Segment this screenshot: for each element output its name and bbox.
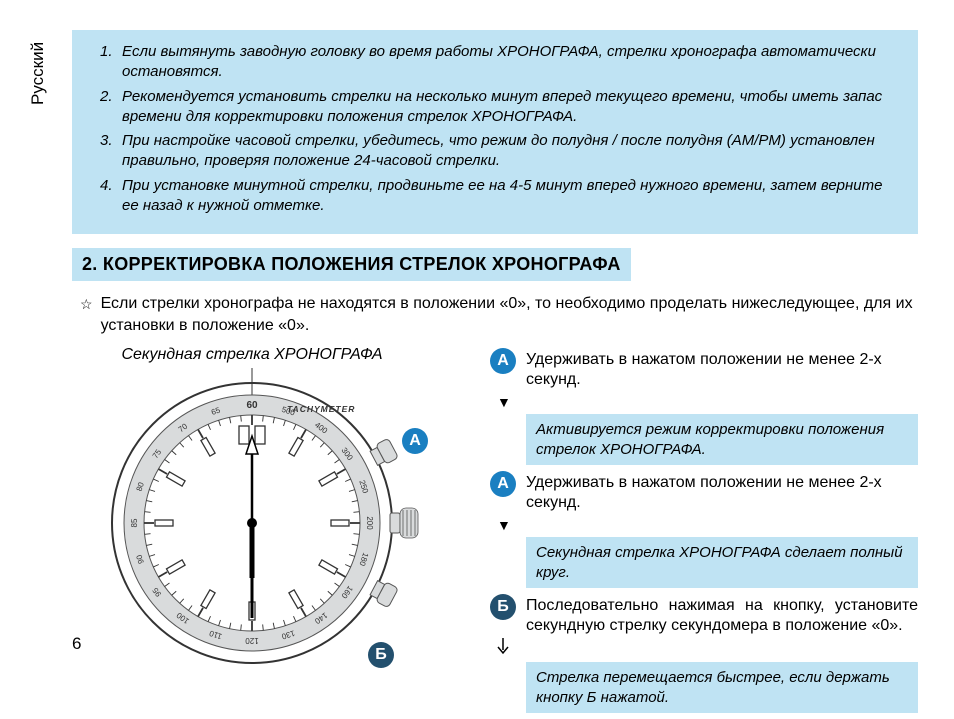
language-label: Русский [28,42,48,105]
page-content: Если вытянуть заводную головку во время … [72,0,954,719]
steps-column: A Удерживать в нажатом положении не мене… [490,346,918,719]
step-a2-text: Удерживать в нажатом положении не менее … [526,471,918,513]
arrow-down-icon: ▼ [490,517,918,533]
section-title: 2. КОРРЕКТИРОВКА ПОЛОЖЕНИЯ СТРЕЛОК ХРОНО… [72,248,631,281]
tachy-60: 60 [246,400,258,411]
pusher-b [369,578,399,608]
step-badge-a: A [490,348,516,374]
info-box-2: Секундная стрелка ХРОНОГРАФА сделает пол… [526,537,918,588]
watch-badge-b: Б [368,642,394,668]
watch-column: Секундная стрелка ХРОНОГРАФА 60 TACHYMET… [72,346,472,719]
page-number: 6 [72,634,81,654]
info-box-3: Стрелка перемещается быстрее, если держа… [526,662,918,713]
step-a1-text: Удерживать в нажатом положении не менее … [526,348,918,390]
svg-text:85: 85 [130,518,139,527]
watch-svg: 60 TACHYMETER 50040030025020018016014013… [72,368,472,668]
note-item: Рекомендуется установить стрелки на неск… [100,87,900,128]
tachymeter-label: TACHYMETER [287,404,355,414]
star-icon: ☆ [80,293,93,336]
arrow-down-open-icon [490,638,918,660]
intro-text: Если стрелки хронографа не находятся в п… [101,293,918,336]
content-row: Секундная стрелка ХРОНОГРАФА 60 TACHYMET… [72,346,918,719]
watch-caption: Секундная стрелка ХРОНОГРАФА [72,346,472,364]
step-b: Б Последовательно нажимая на кнопку, уст… [490,594,918,636]
step-a2: A Удерживать в нажатом положении не мене… [490,471,918,513]
watch-diagram: 60 TACHYMETER 50040030025020018016014013… [72,368,472,668]
step-b-text: Последовательно нажимая на кнопку, устан… [526,594,918,636]
pusher-a [369,438,399,468]
step-badge-b: Б [490,594,516,620]
arrow-down-icon: ▼ [490,394,918,410]
svg-text:120: 120 [245,636,259,645]
note-item: При установке минутной стрелки, продвинь… [100,176,900,217]
info-box-1: Активируется режим корректировки положен… [526,414,918,465]
svg-text:200: 200 [365,517,374,531]
step-a1: A Удерживать в нажатом положении не мене… [490,348,918,390]
note-item: При настройке часовой стрелки, убедитесь… [100,131,900,172]
notes-box: Если вытянуть заводную головку во время … [72,30,918,234]
watch-badge-a: A [402,428,428,454]
section-title-row: 2. КОРРЕКТИРОВКА ПОЛОЖЕНИЯ СТРЕЛОК ХРОНО… [72,248,918,281]
intro-row: ☆ Если стрелки хронографа не находятся в… [72,293,918,336]
note-item: Если вытянуть заводную головку во время … [100,42,900,83]
crown [390,508,418,538]
step-badge-a: A [490,471,516,497]
